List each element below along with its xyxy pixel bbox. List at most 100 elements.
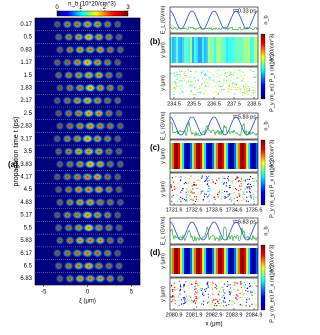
particle	[213, 81, 215, 83]
particle	[214, 86, 216, 88]
panel-label: (d)	[150, 248, 161, 257]
particle	[216, 72, 219, 74]
particle	[172, 291, 174, 293]
density-label: n_b	[263, 121, 269, 130]
density-blob	[52, 134, 62, 144]
particle	[209, 77, 212, 79]
density-stripe	[252, 143, 254, 169]
particle	[210, 300, 212, 302]
particle	[209, 188, 211, 190]
particle	[254, 185, 256, 187]
particle	[222, 182, 225, 184]
particle	[232, 182, 234, 184]
particle	[255, 285, 257, 287]
particle	[189, 178, 191, 180]
particle	[196, 306, 198, 308]
particle	[221, 88, 223, 91]
particle	[221, 302, 223, 304]
particle	[190, 91, 192, 93]
particle	[200, 74, 202, 76]
density-blob	[115, 274, 125, 284]
particle	[194, 196, 196, 198]
particle	[214, 69, 216, 71]
particle	[253, 196, 255, 198]
particle	[240, 80, 243, 82]
density-blob	[63, 223, 74, 233]
particle	[207, 195, 209, 197]
density-blob	[114, 108, 124, 118]
particle	[231, 181, 233, 183]
density-blob	[105, 159, 116, 169]
density-frame	[169, 244, 259, 278]
particle	[183, 183, 185, 185]
density-stripe	[206, 37, 208, 63]
colorbar	[56, 10, 129, 17]
density-stripe	[232, 143, 234, 169]
density-stripe	[236, 37, 238, 63]
particle	[180, 77, 182, 79]
particle	[193, 299, 195, 301]
particle	[177, 183, 179, 185]
particle	[223, 182, 226, 184]
particle	[244, 284, 247, 286]
particle	[235, 82, 237, 85]
particle	[248, 183, 250, 185]
x-tick-label: 1732.6	[186, 207, 203, 213]
particle	[242, 92, 244, 94]
density-blob	[105, 274, 116, 284]
density-stripe	[216, 143, 218, 169]
particle	[233, 69, 235, 71]
particle	[223, 88, 225, 91]
particle	[230, 71, 232, 73]
particle	[174, 87, 177, 89]
particle	[236, 196, 238, 198]
particle	[219, 177, 221, 179]
particle	[217, 80, 219, 82]
y-tick-label: 5.17	[20, 213, 32, 219]
density-stripe	[218, 143, 220, 169]
particle	[233, 83, 235, 85]
particle	[194, 86, 196, 88]
density-stripe	[180, 37, 182, 63]
particle	[197, 79, 199, 81]
particle	[210, 286, 212, 288]
density-blob	[65, 121, 75, 131]
particle	[174, 189, 176, 191]
density-blob	[93, 185, 105, 195]
particle	[180, 200, 182, 202]
particle	[208, 76, 210, 78]
density-stripe	[192, 37, 194, 63]
particle	[224, 190, 226, 193]
density-stripe	[196, 143, 198, 169]
particle	[231, 199, 233, 201]
particle	[223, 305, 225, 307]
particle	[252, 76, 254, 78]
density-blob	[74, 83, 86, 93]
particle	[214, 182, 216, 184]
particle	[204, 196, 206, 198]
density-blob	[65, 274, 75, 284]
density-stripe	[190, 248, 192, 274]
particle	[189, 84, 191, 86]
particle	[171, 285, 173, 287]
density-blob	[84, 45, 97, 55]
time-annotation: t=5.83 ps	[233, 114, 256, 120]
panel-label: (b)	[150, 37, 161, 46]
particle	[192, 301, 194, 303]
particle	[174, 81, 176, 83]
particle	[231, 176, 233, 178]
particle	[193, 184, 195, 186]
particle	[224, 72, 226, 74]
density-blob	[54, 185, 64, 195]
particle	[254, 91, 256, 93]
density-stripe	[242, 143, 244, 169]
particle	[254, 303, 256, 305]
particle	[198, 296, 200, 298]
particle	[251, 178, 254, 180]
particle	[246, 287, 248, 290]
particle	[174, 187, 176, 189]
density-blob	[71, 248, 83, 258]
particle	[179, 196, 182, 198]
particle	[213, 75, 215, 77]
particle	[229, 284, 231, 286]
